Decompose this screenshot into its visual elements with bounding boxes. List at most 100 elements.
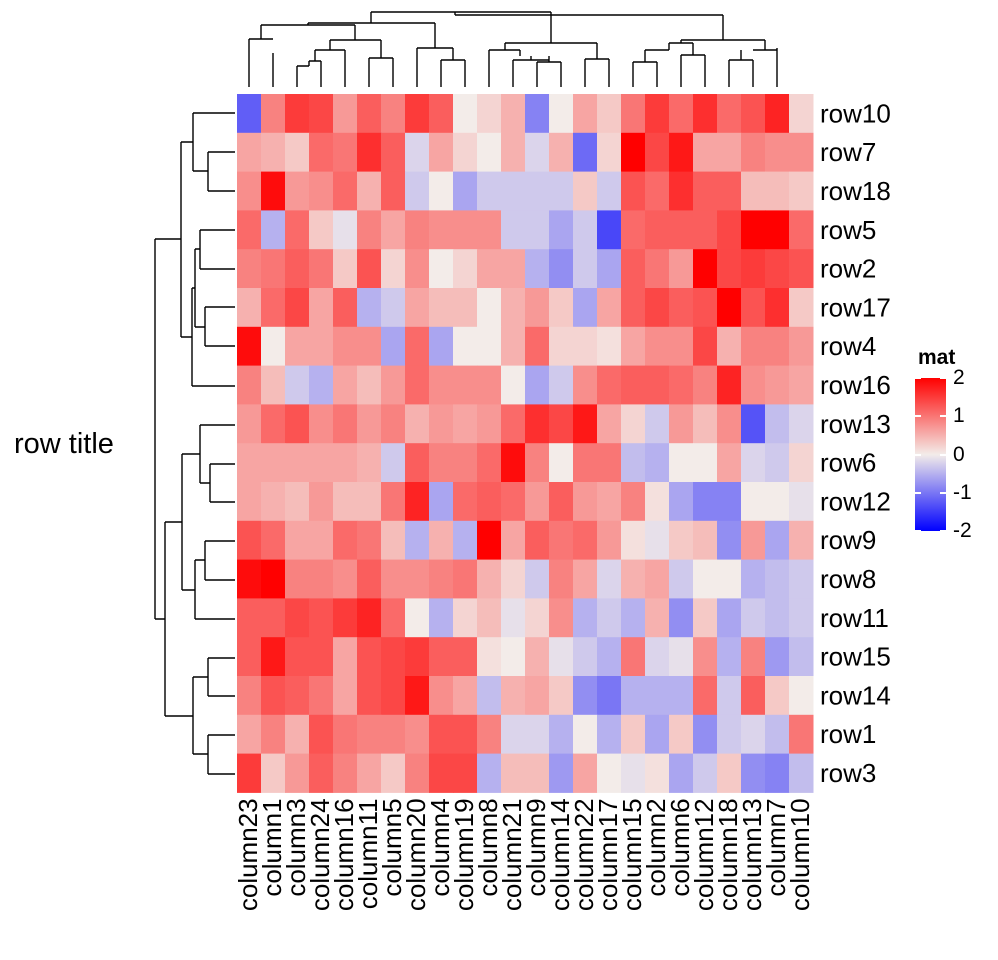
heatmap-cell — [621, 753, 646, 793]
heatmap-cell — [429, 210, 454, 250]
row-label: row12 — [820, 486, 891, 516]
column-label: column1 — [257, 798, 287, 896]
heatmap-cell — [573, 132, 598, 173]
row-labels: row10 row7 row18 row5 row2 row17 row4 row16 row1… — [820, 98, 891, 788]
heatmap-cell — [717, 365, 742, 405]
heatmap-cell — [549, 132, 574, 173]
heatmap-cell — [309, 443, 334, 483]
heatmap-cell — [381, 249, 406, 289]
heatmap-cell — [525, 753, 550, 793]
heatmap-cell — [765, 482, 790, 522]
heatmap-cell — [741, 637, 766, 677]
heatmap-cell — [621, 443, 646, 483]
heatmap-cell — [309, 404, 334, 444]
heatmap-cell — [429, 171, 454, 211]
heatmap-cell — [549, 94, 574, 134]
column-dendrogram — [248, 11, 778, 87]
heatmap-cell — [525, 365, 550, 405]
heatmap-cell — [237, 132, 262, 173]
heatmap-cell — [357, 559, 382, 599]
heatmap-cell — [381, 637, 406, 677]
heatmap-cell — [429, 520, 454, 561]
heatmap-cell — [381, 714, 406, 755]
heatmap-cell — [285, 249, 310, 289]
heatmap-cell — [573, 714, 598, 755]
heatmap-cell — [741, 249, 766, 289]
heatmap-cell — [693, 598, 718, 638]
heatmap-cell — [333, 365, 358, 405]
heatmap-cell — [597, 94, 622, 134]
heatmap-cell — [717, 132, 742, 173]
heatmap-cell — [453, 288, 478, 328]
heatmap-cell — [717, 482, 742, 522]
heatmap-cell — [741, 714, 766, 755]
heatmap-cell — [501, 482, 526, 522]
heatmap-cell — [501, 559, 526, 599]
heatmap-cell — [477, 598, 502, 638]
heatmap-cell — [741, 559, 766, 599]
heatmap-cell — [765, 753, 790, 793]
heatmap-cell — [597, 753, 622, 793]
heatmap-cell — [549, 637, 574, 677]
heatmap-cell — [669, 365, 694, 405]
row-dendrogram — [154, 112, 235, 775]
heatmap-cell — [573, 598, 598, 638]
heatmap-cell — [525, 326, 550, 367]
heatmap-cell — [525, 210, 550, 250]
heatmap-cell — [285, 288, 310, 328]
heatmap-cell — [405, 676, 430, 716]
heatmap-cell — [621, 326, 646, 367]
heatmap-cell — [429, 326, 454, 367]
heatmap-cell — [381, 559, 406, 599]
heatmap-cell — [333, 559, 358, 599]
heatmap-cell — [333, 520, 358, 561]
heatmap-cell — [669, 249, 694, 289]
heatmap-cell — [333, 132, 358, 173]
heatmap-cell — [357, 94, 382, 134]
heatmap-cell — [381, 520, 406, 561]
heatmap-cell — [453, 676, 478, 716]
heatmap-cell — [717, 520, 742, 561]
heatmap-cell — [573, 249, 598, 289]
heatmap-cell — [501, 94, 526, 134]
heatmap-cell — [261, 482, 286, 522]
heatmap-cell — [381, 365, 406, 405]
heatmap-cell — [429, 288, 454, 328]
heatmap-cell — [645, 443, 670, 483]
row-label: row11 — [820, 603, 889, 633]
heatmap-cell — [645, 94, 670, 134]
heatmap-cell — [765, 443, 790, 483]
heatmap-cell — [501, 365, 526, 405]
heatmap-cell — [429, 365, 454, 405]
heatmap-cell — [429, 637, 454, 677]
heatmap-cell — [477, 365, 502, 405]
heatmap-cell — [501, 714, 526, 755]
heatmap-cell — [453, 132, 478, 173]
heatmap-cell — [285, 326, 310, 367]
heatmap-cell — [261, 326, 286, 367]
heatmap-cell — [789, 404, 814, 444]
heatmap-cell — [285, 520, 310, 561]
heatmap-cell — [765, 249, 790, 289]
heatmap-cell — [429, 598, 454, 638]
heatmap-cell — [309, 249, 334, 289]
row-label: row13 — [820, 409, 891, 439]
heatmap-cell — [525, 94, 550, 134]
heatmap-cell — [669, 132, 694, 173]
heatmap-cell — [741, 598, 766, 638]
heatmap-cell — [333, 443, 358, 483]
heatmap-cell — [501, 676, 526, 716]
heatmap-cell — [549, 288, 574, 328]
heatmap-cell — [789, 210, 814, 250]
heatmap-cell — [357, 210, 382, 250]
heatmap-cell — [645, 404, 670, 444]
heatmap-cell — [741, 365, 766, 405]
heatmap-cell — [237, 714, 262, 755]
heatmap-cell — [573, 443, 598, 483]
heatmap-cell — [357, 676, 382, 716]
heatmap-cell — [429, 559, 454, 599]
heatmap-cell — [693, 714, 718, 755]
heatmap-cell — [597, 210, 622, 250]
heatmap-cell — [261, 443, 286, 483]
